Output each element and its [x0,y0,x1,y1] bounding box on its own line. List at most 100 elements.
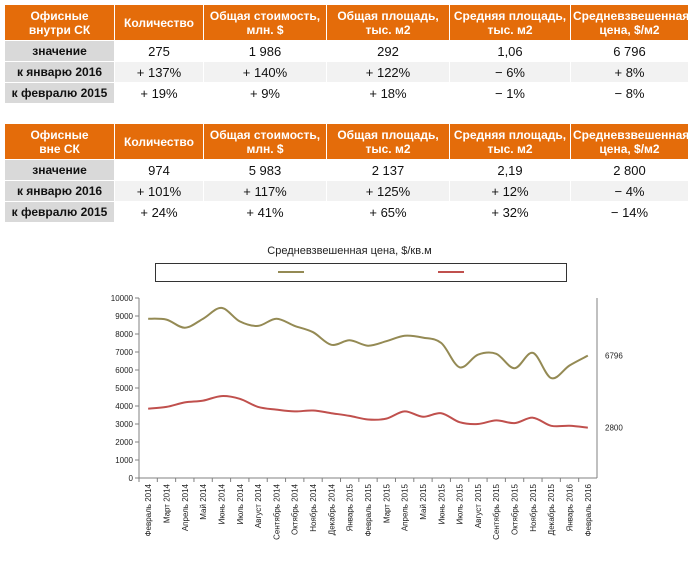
series-2-point [239,398,241,400]
series-1-point [404,335,406,337]
y-tick-label: 1000 [115,456,133,465]
header-cell: Общая площадь, тыс. м2 [326,4,450,41]
table-cell: + 9% [203,82,327,104]
x-tick-label: Декабрь 2015 [547,483,556,535]
series-2-point [312,410,314,412]
series-2-point [477,423,479,425]
x-tick-label: Март 2015 [382,483,391,523]
x-tick-label: Август 2015 [474,483,483,528]
x-tick-label: Август 2014 [254,483,263,528]
y-tick-label: 4000 [115,402,133,411]
row-label: к февралю 2015 [4,201,115,223]
header-cell: Средневзвешенная цена, $/м2 [570,123,689,160]
x-tick-label: Февраль 2014 [144,483,153,536]
row-label: к февралю 2015 [4,82,115,104]
series-1-point [422,337,424,339]
series-2-point [275,409,277,411]
row-label: к январю 2016 [4,61,115,83]
series-1-point [220,307,222,309]
series-1-point [239,320,241,322]
table-cell: + 65% [326,201,450,223]
series-2-point [220,395,222,397]
x-tick-label: Апрель 2014 [181,483,190,531]
chart-title: Средневзвешенная цена, $/кв.м [267,245,432,257]
table-cell: + 19% [114,82,204,104]
series-2-point [294,410,296,412]
legend-swatch-series-1 [278,271,304,273]
series-2-point [165,406,167,408]
x-tick-label: Июль 2014 [236,483,245,524]
y-tick-label: 2000 [115,438,133,447]
y-tick-label: 10000 [111,294,134,303]
table-row: к февралю 2015 + 24% + 41% + 65% + 32% −… [4,201,689,223]
table-header-row: Офисные вне СК Количество Общая стоимость… [4,123,689,160]
header-cell: Средняя площадь, тыс. м2 [449,123,571,160]
series-1-point [514,367,516,369]
series-1-point [275,318,277,320]
series-1-end-label: 6796 [605,352,623,361]
header-cell: Общая стоимость, млн. $ [203,123,327,160]
series-1-point [477,354,479,356]
series-1-point [330,344,332,346]
offices-outside-table: Офисные вне СК Количество Общая стоимость… [4,123,689,223]
series-2-point [440,412,442,414]
series-2-point [532,417,534,419]
table-header-row: Офисные внутри СК Количество Общая стоимо… [4,4,689,41]
table-cell: + 8% [570,61,689,83]
x-tick-label: Апрель 2015 [401,483,410,531]
series-1-point [440,342,442,344]
y-tick-label: 8000 [115,330,133,339]
offices-inside-table: Офисные внутри СК Количество Общая стоимо… [4,4,689,104]
x-tick-label: Сентябрь 2015 [492,483,501,539]
series-2-point [385,418,387,420]
series-1-point [294,325,296,327]
table-cell: 275 [114,40,204,62]
table-cell: 292 [326,40,450,62]
series-2-point [257,406,259,408]
x-tick-label: Сентябрь 2014 [272,483,281,539]
series-2-point [147,408,149,410]
header-cell: Общая площадь, тыс. м2 [326,123,450,160]
table-row: к январю 2016 + 137% + 140% + 122% − 6% … [4,61,689,83]
series-1-line [148,306,589,380]
table-cell: 1 986 [203,40,327,62]
x-tick-label: Январь 2015 [346,483,355,531]
table-cell: − 4% [570,180,689,202]
series-2-point [587,427,589,429]
series-1-point [569,365,571,367]
table-cell: − 1% [449,82,571,104]
series-1-point [587,355,589,357]
x-tick-label: Декабрь 2014 [327,483,336,535]
table-cell: 2 137 [326,159,450,181]
series-1-point [495,353,497,355]
x-tick-label: Ноябрь 2015 [529,483,538,531]
series-1-point [312,331,314,333]
series-1-point [459,366,461,368]
series-2-point [184,401,186,403]
x-tick-label: Июнь 2015 [437,483,446,524]
series-2-point [514,422,516,424]
table-cell: + 24% [114,201,204,223]
table-cell: + 41% [203,201,327,223]
y-tick-label: 9000 [115,312,133,321]
series-2-point [550,425,552,427]
series-2-line [148,395,588,429]
x-tick-label: Октябрь 2015 [511,483,520,535]
table-cell: − 14% [570,201,689,223]
y-tick-label: 7000 [115,348,133,357]
series-1-point [202,318,204,320]
x-tick-label: Май 2014 [199,483,208,519]
series-1-point [532,352,534,354]
series-2-point [569,425,571,427]
x-tick-label: Октябрь 2014 [291,483,300,535]
series-2-point [459,421,461,423]
x-tick-label: Май 2015 [419,483,428,519]
table-row: к февралю 2015 + 19% + 9% + 18% − 1% − 8… [4,82,689,104]
x-tick-label: Март 2014 [162,483,171,523]
table-cell: + 140% [203,61,327,83]
x-tick-label: Ноябрь 2014 [309,483,318,531]
series-1-point [367,345,369,347]
table-cell: − 8% [570,82,689,104]
series-2-point [404,410,406,412]
